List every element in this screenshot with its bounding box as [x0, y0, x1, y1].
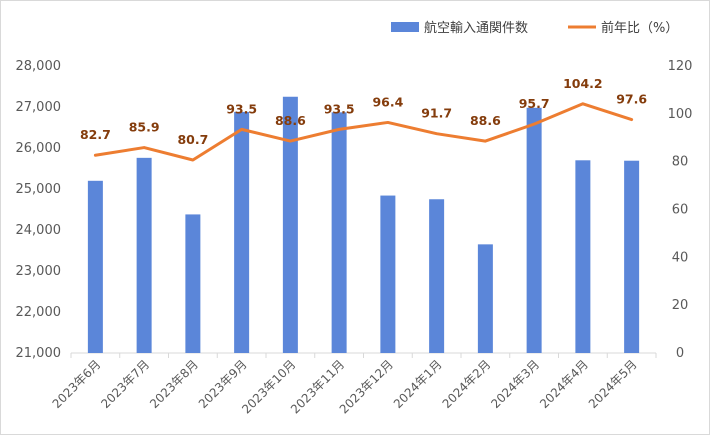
x-axis-category-label: 2024年2月 — [440, 357, 494, 411]
bar — [429, 199, 445, 353]
data-label: 85.9 — [129, 120, 160, 135]
x-axis-category-label: 2024年4月 — [537, 357, 591, 411]
bar — [477, 244, 493, 353]
data-label: 80.7 — [177, 132, 208, 147]
legend-label-bar: 航空輸入通関件数 — [424, 20, 528, 36]
series-line — [93, 102, 634, 162]
left-axis-tick-label: 21,000 — [16, 346, 62, 361]
legend-label-line: 前年比（%） — [601, 20, 678, 36]
data-label: 82.7 — [80, 127, 111, 142]
right-axis-tick-label: 20 — [672, 298, 689, 313]
bar — [526, 107, 542, 353]
bar — [624, 160, 640, 353]
bar — [87, 180, 103, 353]
right-axis-tick-label: 40 — [672, 250, 689, 265]
right-axis-tick-label: 120 — [668, 59, 693, 74]
left-axis-tick-label: 26,000 — [16, 141, 62, 156]
left-axis-tick-label: 27,000 — [16, 100, 62, 115]
x-axis-category-label: 2023年8月 — [147, 357, 201, 411]
x-axis-category-label: 2024年1月 — [391, 357, 445, 411]
left-axis-tick-label: 22,000 — [16, 305, 62, 320]
data-label: 93.5 — [226, 101, 257, 116]
left-axis-tick-label: 24,000 — [16, 223, 62, 238]
data-label: 91.7 — [421, 106, 452, 121]
legend-swatch-bar — [391, 22, 419, 32]
bar — [185, 214, 201, 353]
left-axis-tick-label: 25,000 — [16, 182, 62, 197]
bar — [282, 96, 298, 353]
x-axis-category-label: 2024年5月 — [586, 357, 640, 411]
left-axis-tick-label: 23,000 — [16, 264, 62, 279]
bar — [331, 112, 347, 353]
right-axis-tick-label: 0 — [676, 346, 684, 361]
bar — [380, 195, 396, 353]
data-label: 97.6 — [616, 92, 647, 107]
right-axis-tick-label: 80 — [672, 155, 689, 170]
data-label: 88.6 — [275, 113, 306, 128]
data-label: 104.2 — [563, 76, 603, 91]
data-label: 95.7 — [519, 96, 550, 111]
left-axis-tick-label: 28,000 — [16, 59, 62, 74]
data-label: 88.6 — [470, 113, 501, 128]
x-axis-category-label: 2023年6月 — [50, 357, 104, 411]
right-axis-tick-label: 60 — [672, 203, 689, 218]
bar — [575, 160, 591, 353]
bar — [234, 111, 250, 353]
x-axis-category-label: 2024年3月 — [488, 357, 542, 411]
x-axis-category-label: 2023年7月 — [98, 357, 152, 411]
right-axis-tick-label: 100 — [668, 107, 693, 122]
legend: 航空輸入通関件数 前年比（%） — [391, 20, 678, 36]
bar — [136, 157, 152, 353]
data-label: 93.5 — [324, 101, 355, 116]
data-label: 96.4 — [372, 94, 403, 109]
